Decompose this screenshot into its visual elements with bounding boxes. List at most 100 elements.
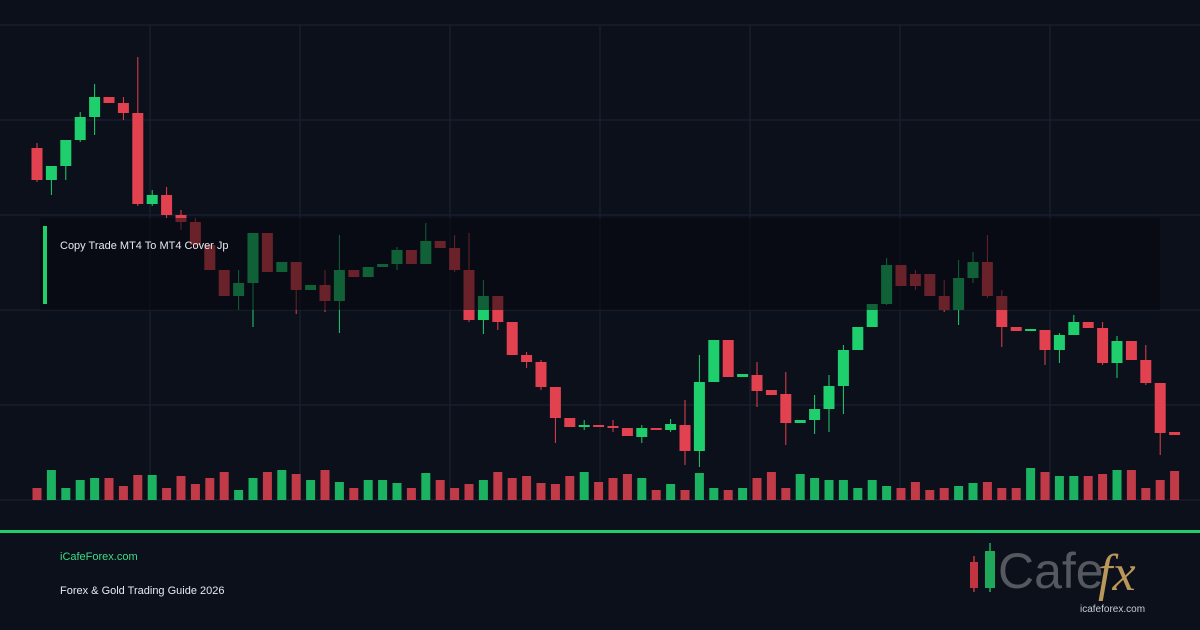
volume-bar <box>147 475 157 500</box>
volume-bar <box>32 488 42 500</box>
volume-bar <box>680 490 690 500</box>
volume-bar <box>637 478 647 500</box>
volume-bar <box>248 478 258 500</box>
candle-body <box>117 103 129 113</box>
volume-bar <box>982 482 992 500</box>
candle-body <box>506 322 518 355</box>
candle-body <box>722 340 734 377</box>
candle-body <box>103 97 115 103</box>
volume-bar <box>406 488 416 500</box>
volume-bar <box>378 480 388 500</box>
candle-body <box>89 97 101 117</box>
volume-bar <box>421 473 431 500</box>
candle-body <box>1097 328 1109 363</box>
candle-body <box>593 425 605 427</box>
volume-bar <box>349 488 359 500</box>
volume-bar <box>205 478 215 500</box>
volume-bar <box>507 478 517 500</box>
volume-bar <box>766 472 776 500</box>
volume-bar <box>925 490 935 500</box>
volume-bar <box>694 473 704 500</box>
candle-body <box>1010 327 1022 331</box>
volume-bar <box>867 480 877 500</box>
volume-bar <box>522 476 532 500</box>
volume-bar <box>594 482 604 500</box>
footer-site: iCafeForex.com <box>60 551 138 563</box>
volume-bar <box>133 475 143 500</box>
candle-body <box>809 409 821 420</box>
candle-body <box>1068 322 1080 335</box>
candle-body <box>31 148 43 180</box>
volume-bar <box>61 488 71 500</box>
volume-bar <box>90 478 100 500</box>
volume-bar <box>795 474 805 500</box>
candle-body <box>837 350 849 386</box>
volume-bar <box>464 484 474 500</box>
candle-body <box>74 117 86 140</box>
volume-bar <box>1155 480 1165 500</box>
candle-body <box>1169 432 1181 435</box>
candle-body <box>1140 360 1152 383</box>
volume-bar <box>1083 476 1093 500</box>
candle-body <box>866 304 878 327</box>
divider <box>0 530 1200 533</box>
candle-body <box>578 425 590 427</box>
volume-bar <box>810 478 820 500</box>
volume-bar <box>781 488 791 500</box>
volume-bar <box>738 488 748 500</box>
volume-bar <box>939 488 949 500</box>
caption-accent <box>43 226 47 304</box>
volume-bar <box>565 476 575 500</box>
candle-body <box>693 382 705 451</box>
volume-bar <box>262 472 272 500</box>
logo-url: icafeforex.com <box>1080 604 1145 615</box>
volume-bar <box>709 488 719 500</box>
candle-body <box>780 394 792 423</box>
candle-body <box>1039 330 1051 350</box>
candle-body <box>1082 322 1094 328</box>
candle-body <box>146 195 158 204</box>
logo-candle <box>970 562 978 588</box>
volume-bar <box>1126 470 1136 500</box>
volume-bar <box>1141 488 1151 500</box>
volume-bar <box>666 484 676 500</box>
volume-bar <box>478 480 488 500</box>
volume-bar <box>752 478 762 500</box>
candle-body <box>1111 341 1123 363</box>
volume-bar <box>723 490 733 500</box>
volume-bar <box>320 470 330 500</box>
caption-box <box>40 218 1160 310</box>
candle-body <box>132 113 144 204</box>
candle-body <box>1154 383 1166 433</box>
volume-bar <box>1011 488 1021 500</box>
volume-bar <box>824 480 834 500</box>
volume-bar <box>1098 474 1108 500</box>
volume-bar <box>493 472 503 500</box>
candle-body <box>1025 329 1037 331</box>
volume-bar <box>277 470 287 500</box>
volumes <box>32 468 1180 500</box>
volume-bar <box>334 482 344 500</box>
candle-body <box>852 327 864 350</box>
candle-body <box>636 428 648 437</box>
volume-bar <box>622 474 632 500</box>
candle-body <box>535 362 547 387</box>
volume-bar <box>1040 472 1050 500</box>
volume-bar <box>234 490 244 500</box>
volume-bar <box>162 488 172 500</box>
candle-body <box>607 426 619 428</box>
volume-bar <box>176 476 186 500</box>
candle-body <box>751 375 763 391</box>
candle-body <box>1053 335 1065 350</box>
volume-bar <box>579 472 589 500</box>
candle-body <box>794 420 806 423</box>
candle-body <box>665 424 677 430</box>
volume-bar <box>1026 468 1036 500</box>
candle-body <box>679 425 691 451</box>
volume-bar <box>1112 470 1122 500</box>
volume-bar <box>536 483 546 500</box>
volume-bar <box>219 472 229 500</box>
caption: Copy Trade MT4 To MT4 Cover Jp <box>60 240 229 252</box>
volume-bar <box>1069 476 1079 500</box>
